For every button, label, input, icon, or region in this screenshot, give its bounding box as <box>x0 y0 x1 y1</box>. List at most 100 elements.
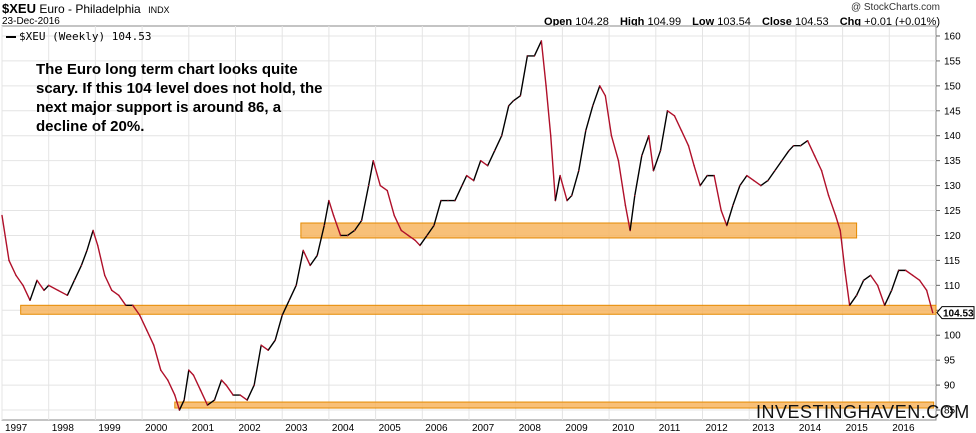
price-point <box>246 399 248 401</box>
price-point <box>629 229 631 232</box>
price-segment <box>139 314 148 331</box>
price-point <box>898 269 900 271</box>
price-point <box>501 135 503 137</box>
price-point <box>687 145 690 147</box>
price-segment <box>732 184 741 207</box>
price-point <box>153 344 155 346</box>
price-point <box>183 399 185 401</box>
price-point <box>146 329 148 331</box>
symbol-description: Euro - Philadelphia <box>39 2 141 16</box>
price-segment <box>610 135 620 162</box>
price-point <box>346 234 349 237</box>
price-segment <box>904 269 914 277</box>
price-point <box>323 224 325 227</box>
price-segment <box>104 274 113 292</box>
price-point <box>213 399 216 401</box>
price-segment <box>788 144 795 152</box>
price-segment <box>659 110 669 152</box>
support-band-3 <box>174 401 935 409</box>
price-segment <box>799 140 809 147</box>
price-point <box>86 249 88 252</box>
price-segment <box>739 174 748 187</box>
x-tick-label: 2004 <box>332 423 355 433</box>
price-segment <box>188 369 195 376</box>
price-segment <box>827 194 837 217</box>
price-point <box>559 175 561 177</box>
price-point <box>372 160 374 162</box>
price-segment <box>629 194 636 232</box>
price-point <box>760 184 762 187</box>
price-point <box>540 40 542 42</box>
price-point <box>132 304 134 306</box>
x-tick-label: 2011 <box>659 423 681 433</box>
price-point <box>433 224 435 227</box>
price-point <box>22 284 24 286</box>
price-point <box>160 369 162 371</box>
price-segment <box>624 204 631 232</box>
y-tick-label: 130 <box>944 181 961 192</box>
price-point <box>884 304 886 306</box>
price-segment <box>559 174 568 202</box>
price-segment <box>585 105 594 132</box>
ohlc-readout: Open 104.28 High 104.99 Low 103.54 Close… <box>544 16 940 28</box>
y-tick-label: 115 <box>944 256 960 267</box>
price-segment <box>118 294 127 306</box>
price-segment <box>372 159 381 187</box>
price-segment <box>73 264 83 282</box>
price-segment <box>225 384 234 396</box>
price-segment <box>512 95 522 102</box>
price-segment <box>545 85 552 137</box>
price-segment <box>566 194 573 202</box>
price-point <box>199 389 202 391</box>
price-segment <box>461 174 468 187</box>
price-segment <box>634 154 643 197</box>
price-point <box>29 299 31 301</box>
y-tick-label: 120 <box>944 231 961 242</box>
price-segment <box>753 179 762 187</box>
price-point <box>1 214 3 217</box>
price-point <box>174 394 176 396</box>
last-price-tag <box>936 306 975 320</box>
price-point <box>554 199 556 202</box>
x-tick-label: 2006 <box>425 423 448 433</box>
price-segment <box>309 254 318 267</box>
price-point <box>813 155 816 157</box>
price-segment <box>578 130 587 172</box>
price-point <box>328 199 330 202</box>
price-segment <box>533 40 543 57</box>
chart-date: 23-Dec-2016 <box>2 16 60 27</box>
price-segment <box>883 289 893 306</box>
price-point <box>260 344 262 346</box>
price-point <box>220 379 223 381</box>
price-point <box>652 170 655 172</box>
price-point <box>863 279 865 281</box>
y-tick-label: 100 <box>944 331 961 342</box>
x-tick-label: 2002 <box>239 423 262 433</box>
price-point <box>693 165 695 167</box>
x-tick-label: 1997 <box>5 423 28 433</box>
close-value: 104.53 <box>794 16 829 28</box>
price-segment <box>855 279 865 297</box>
price-segment <box>57 289 69 297</box>
price-segment <box>820 169 830 197</box>
x-tick-label: 2009 <box>565 423 588 433</box>
price-point <box>550 135 552 137</box>
price-point <box>473 180 475 182</box>
price-segment <box>519 55 529 97</box>
price-point <box>856 294 858 296</box>
price-point <box>571 194 573 197</box>
price-segment <box>720 209 728 227</box>
price-point <box>919 279 921 281</box>
price-segment <box>839 229 846 272</box>
price-point <box>519 95 521 97</box>
price-point <box>648 135 650 137</box>
price-segment <box>426 224 435 237</box>
price-point <box>592 105 594 107</box>
x-tick-label: 2000 <box>145 423 168 433</box>
legend-swatch <box>6 36 16 38</box>
price-point <box>753 180 755 182</box>
price-point <box>891 289 893 291</box>
x-tick-label: 2012 <box>706 423 729 433</box>
price-point <box>634 194 636 197</box>
price-segment <box>507 100 515 107</box>
